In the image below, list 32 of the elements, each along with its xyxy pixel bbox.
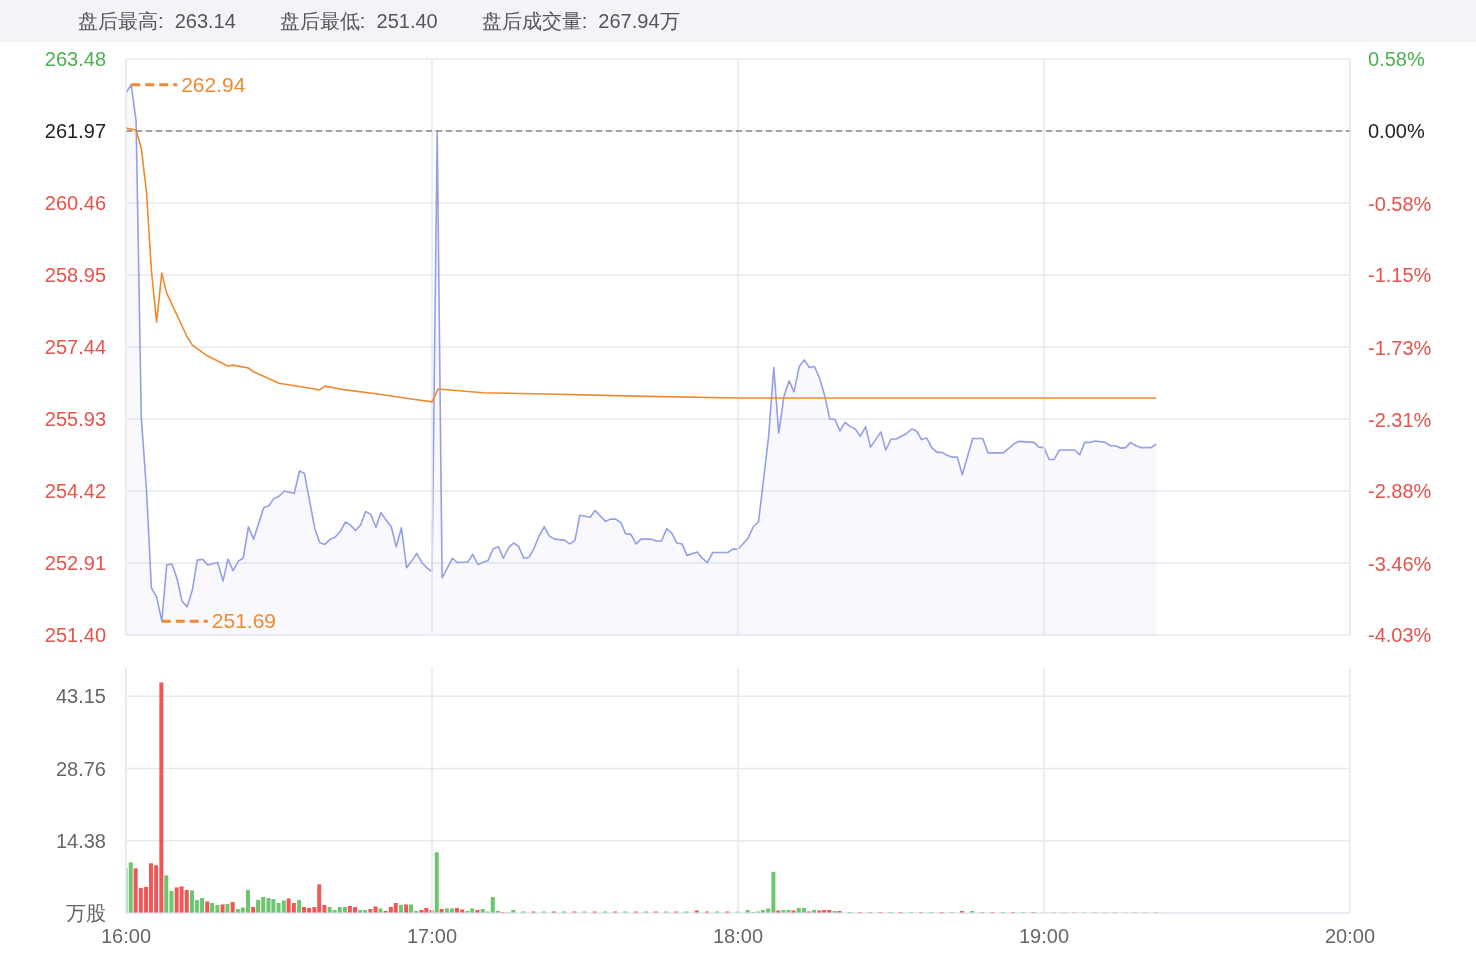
y2-tick-label: -2.31% — [1368, 409, 1432, 432]
text: 盘后最低: 251.40 — [279, 8, 438, 34]
x-tick-label: 20:00 — [1324, 925, 1376, 947]
y-tick-label: 251.40 — [44, 624, 106, 646]
y-tick-label: 263.48 — [44, 48, 106, 70]
y-tick-label: 万股 — [66, 902, 106, 924]
y-tick-label: 14.38 — [55, 829, 106, 852]
y2-tick-label: -1.73% — [1368, 336, 1432, 359]
y2-tick-label: -4.03% — [1368, 624, 1432, 646]
y-tick-label: 258.95 — [44, 264, 106, 286]
y2-tick-label: -0.58% — [1368, 192, 1432, 215]
y-tick-label: 260.46 — [44, 192, 106, 214]
x-tick-label: 17:00 — [406, 925, 458, 947]
y2-tick-label: -2.88% — [1368, 480, 1432, 503]
y-tick-label: 252.91 — [44, 552, 106, 574]
y-tick-label: 261.97 — [44, 120, 106, 142]
x-tick-label: 19:00 — [1018, 925, 1070, 947]
y-tick-label: 257.44 — [44, 336, 106, 358]
y-tick-label: 43.15 — [55, 685, 106, 708]
y2-tick-label: 0.00% — [1368, 120, 1425, 143]
y-tick-label: 255.93 — [44, 408, 106, 430]
y2-tick-label: -3.46% — [1368, 552, 1432, 575]
y-tick-label: 28.76 — [55, 757, 106, 780]
annotation: 251.69 — [211, 609, 277, 633]
y2-tick-label: -1.15% — [1368, 264, 1432, 287]
text: 盘后成交量: 267.94万 — [481, 8, 680, 34]
y2-tick-label: 0.58% — [1368, 48, 1425, 70]
y-tick-label: 254.42 — [44, 480, 106, 502]
x-tick-label: 16:00 — [100, 925, 152, 947]
text: 盘后最高: 263.14 — [78, 8, 236, 34]
annotation: 262.94 — [181, 72, 246, 96]
x-tick-label: 18:00 — [712, 925, 764, 947]
